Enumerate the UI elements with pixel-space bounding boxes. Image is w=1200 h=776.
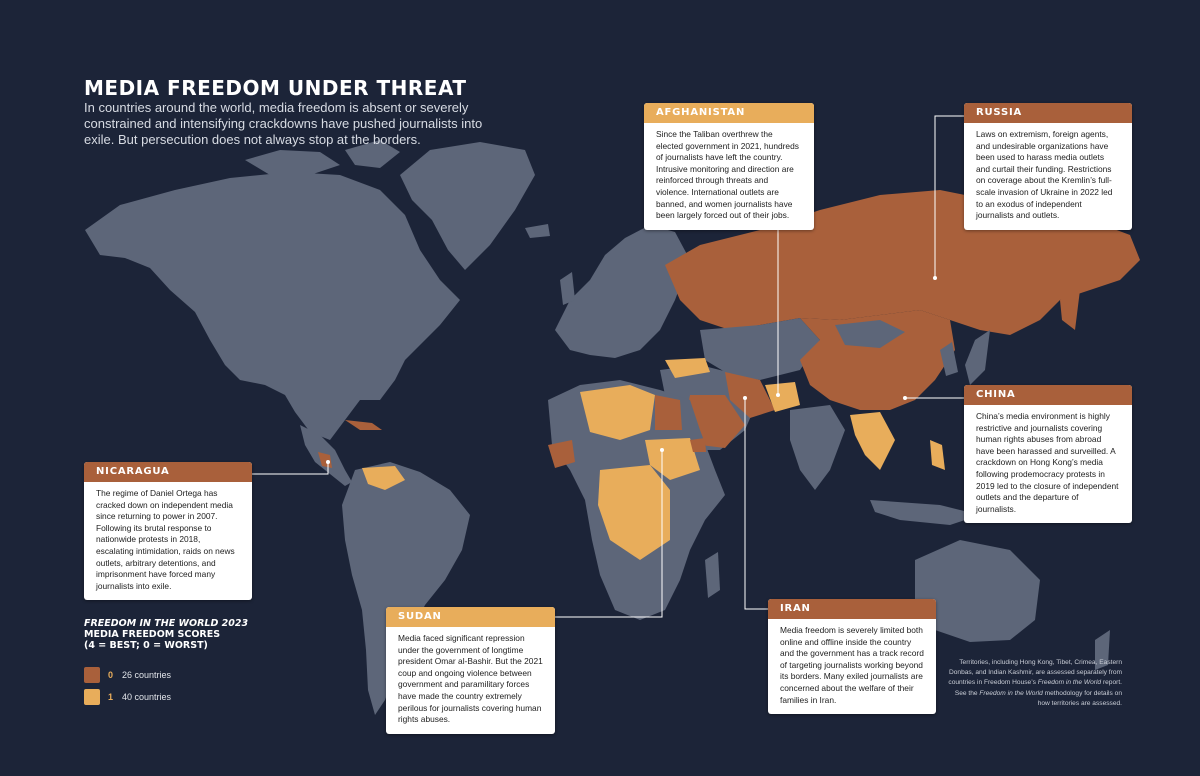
south-america-landmass [342,462,470,715]
cuba [345,420,382,430]
north-africa [580,385,655,440]
card-iran-header: IRAN [768,599,936,619]
card-sudan-header: SUDAN [386,607,555,627]
north-america-landmass [85,172,460,440]
card-nicaragua: NICARAGUA The regime of Daniel Ortega ha… [84,462,252,601]
greenland-landmass [400,142,535,270]
card-iran-body: Media freedom is severely limited both o… [780,625,924,705]
kamchatka [1060,290,1080,330]
card-afghanistan-header: AFGHANISTAN [644,103,814,123]
legend-score-0: 0 [108,670,114,680]
card-sudan-body: Media faced significant repression under… [398,633,543,725]
korea-japan [940,330,990,385]
mongolia [835,320,905,348]
legend-score-1: 1 [108,692,114,702]
southeast-asia [850,412,895,470]
footnote-part3: methodology for details on how territori… [1037,689,1122,707]
card-china: CHINA China’s media environment is highl… [964,385,1132,524]
sudan [645,438,700,480]
uk [560,272,575,305]
iran [725,372,775,418]
iceland [525,224,550,238]
indonesia [870,500,980,525]
legend-title: FREEDOM IN THE WORLD 2023 MEDIA FREEDOM … [84,618,248,651]
marker-nicaragua [326,460,330,464]
connector-russia [934,115,964,278]
egypt [655,395,682,430]
card-nicaragua-body: The regime of Daniel Ortega has cracked … [96,488,235,591]
marker-russia [933,276,937,280]
turkey-region [665,358,710,378]
card-china-body: China’s media environment is highly rest… [976,411,1119,514]
legend-title-italic: FREEDOM IN THE WORLD 2023 [84,618,249,629]
card-afghanistan: AFGHANISTAN Since the Taliban overthrew … [644,103,814,230]
footnote-part1: Territories, including Hong Kong, Tibet,… [948,659,1122,687]
connector-iran [744,398,768,610]
map-subtitle: In countries around the world, media fre… [84,100,483,147]
footnote-italic1: Freedom in the World [1037,679,1102,687]
card-russia-body: Laws on extremism, foreign agents, and u… [976,129,1113,221]
card-china-header: CHINA [964,385,1132,405]
map-title: MEDIA FREEDOM UNDER THREAT [84,76,467,100]
territories-footnote: Territories, including Hong Kong, Tibet,… [942,658,1122,709]
legend-label-1: 40 countries [122,692,172,702]
footnote-italic2: Freedom in the World [979,689,1043,697]
card-afghanistan-body: Since the Taliban overthrew the elected … [656,129,799,221]
legend-item-score-1: 1 40 countries [84,689,171,705]
connector-nicaragua [252,462,329,475]
legend-title-line2: MEDIA FREEDOM SCORES [84,629,221,640]
marker-china [903,396,907,400]
west-africa-point [548,440,575,468]
afghanistan [765,382,800,412]
legend-swatch-1 [84,689,100,705]
card-russia: RUSSIA Laws on extremism, foreign agents… [964,103,1132,230]
card-nicaragua-header: NICARAGUA [84,462,252,482]
venezuela [362,466,405,490]
china [800,310,955,410]
eritrea [690,438,706,452]
india [790,405,845,490]
marker-afghanistan [776,393,780,397]
marker-iran [743,396,747,400]
philippines [930,440,945,470]
footnote-part2: report. See the [954,679,1122,697]
legend-item-score-0: 0 26 countries [84,667,171,683]
legend-swatch-0 [84,667,100,683]
arctic-islands [245,140,400,175]
central-africa [598,465,670,560]
new-zealand [1095,630,1110,670]
card-russia-header: RUSSIA [964,103,1132,123]
central-asia-landmass [700,318,820,380]
legend-label-0: 26 countries [122,670,172,680]
card-iran: IRAN Media freedom is severely limited b… [768,599,936,715]
card-sudan: SUDAN Media faced significant repression… [386,607,555,734]
legend-title-line3: (4 = BEST; 0 = WORST) [84,640,208,651]
europe-landmass [555,225,690,358]
madagascar [705,552,720,598]
marker-sudan [660,448,664,452]
australia [915,540,1040,642]
connector-sudan [555,450,663,618]
